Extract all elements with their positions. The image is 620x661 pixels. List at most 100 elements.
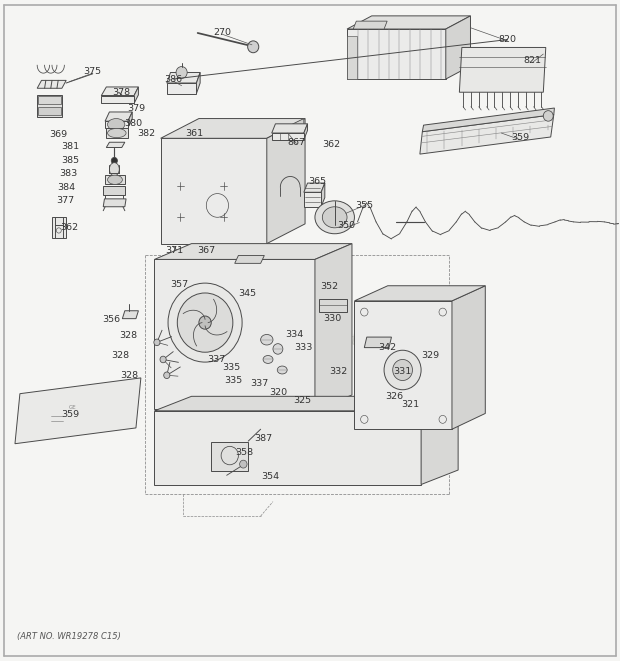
Text: 350: 350	[337, 221, 355, 230]
Text: 358: 358	[236, 448, 254, 457]
Ellipse shape	[384, 350, 421, 390]
Text: 367: 367	[197, 247, 215, 255]
Ellipse shape	[176, 67, 187, 79]
Text: GE: GE	[69, 405, 76, 410]
Polygon shape	[106, 142, 125, 147]
Text: 362: 362	[322, 140, 340, 149]
Polygon shape	[304, 183, 325, 192]
Ellipse shape	[263, 356, 273, 364]
Ellipse shape	[543, 110, 553, 121]
Polygon shape	[347, 29, 446, 79]
Text: 362: 362	[60, 223, 78, 231]
Ellipse shape	[107, 118, 125, 130]
Polygon shape	[105, 121, 128, 128]
Text: 345: 345	[238, 289, 256, 298]
Polygon shape	[272, 124, 308, 133]
Text: 355: 355	[355, 201, 373, 210]
Ellipse shape	[240, 460, 247, 468]
Polygon shape	[422, 108, 554, 132]
Polygon shape	[161, 138, 267, 244]
Polygon shape	[154, 397, 458, 410]
Polygon shape	[421, 397, 458, 485]
Text: 365: 365	[308, 176, 327, 186]
Text: 326: 326	[385, 392, 403, 401]
Text: 375: 375	[84, 67, 102, 75]
Polygon shape	[459, 48, 546, 93]
Ellipse shape	[179, 253, 187, 261]
Text: 354: 354	[262, 472, 280, 481]
Polygon shape	[167, 73, 200, 83]
Text: eReplacementParts.com: eReplacementParts.com	[216, 333, 404, 348]
Polygon shape	[272, 133, 304, 139]
Text: 334: 334	[285, 330, 303, 339]
Polygon shape	[304, 192, 321, 207]
Polygon shape	[267, 118, 305, 244]
Ellipse shape	[177, 293, 233, 352]
Ellipse shape	[260, 334, 273, 345]
Polygon shape	[104, 186, 125, 195]
Polygon shape	[420, 114, 554, 154]
Ellipse shape	[277, 366, 287, 374]
Text: 333: 333	[294, 343, 313, 352]
Text: 381: 381	[61, 142, 79, 151]
Polygon shape	[102, 87, 138, 96]
Text: 320: 320	[269, 388, 287, 397]
Text: 357: 357	[170, 280, 188, 289]
Text: 867: 867	[288, 137, 306, 147]
Polygon shape	[347, 16, 471, 29]
Text: 328: 328	[112, 351, 130, 360]
Text: 380: 380	[124, 119, 142, 128]
Polygon shape	[38, 96, 61, 104]
Polygon shape	[105, 175, 125, 184]
Text: 386: 386	[164, 75, 182, 83]
Text: 384: 384	[57, 182, 75, 192]
Ellipse shape	[154, 339, 160, 346]
Text: 359: 359	[511, 133, 529, 142]
Ellipse shape	[322, 207, 347, 228]
Polygon shape	[347, 36, 357, 79]
Ellipse shape	[392, 360, 412, 381]
Polygon shape	[353, 21, 387, 29]
Polygon shape	[102, 96, 134, 103]
Text: 387: 387	[254, 434, 272, 443]
Polygon shape	[167, 83, 197, 94]
Ellipse shape	[199, 316, 211, 329]
Text: 378: 378	[113, 88, 131, 97]
Polygon shape	[315, 244, 352, 409]
Text: 382: 382	[137, 128, 155, 137]
Polygon shape	[37, 95, 62, 116]
Polygon shape	[154, 244, 352, 259]
Polygon shape	[355, 286, 485, 301]
FancyBboxPatch shape	[211, 442, 248, 471]
Polygon shape	[282, 118, 304, 138]
Text: 379: 379	[127, 104, 145, 112]
Polygon shape	[154, 410, 421, 485]
Text: 270: 270	[213, 28, 231, 38]
Ellipse shape	[111, 157, 117, 164]
Polygon shape	[37, 81, 66, 89]
Ellipse shape	[168, 283, 242, 362]
Text: 356: 356	[102, 315, 120, 325]
Polygon shape	[105, 112, 132, 121]
Ellipse shape	[247, 41, 259, 53]
Text: 329: 329	[422, 351, 440, 360]
Text: 342: 342	[379, 343, 397, 352]
Polygon shape	[38, 106, 61, 115]
Text: 383: 383	[59, 169, 77, 178]
Ellipse shape	[273, 344, 283, 354]
Ellipse shape	[107, 175, 122, 184]
Text: 359: 359	[61, 410, 79, 418]
Polygon shape	[446, 16, 471, 79]
Polygon shape	[52, 217, 66, 239]
Ellipse shape	[202, 251, 211, 260]
Ellipse shape	[160, 356, 166, 363]
Polygon shape	[154, 259, 315, 409]
Text: 371: 371	[165, 246, 184, 254]
Text: 325: 325	[293, 397, 312, 405]
Ellipse shape	[315, 201, 355, 234]
Polygon shape	[319, 299, 347, 312]
Polygon shape	[134, 87, 138, 103]
Text: 332: 332	[329, 367, 348, 376]
Polygon shape	[197, 73, 200, 94]
Text: 335: 335	[222, 363, 240, 372]
